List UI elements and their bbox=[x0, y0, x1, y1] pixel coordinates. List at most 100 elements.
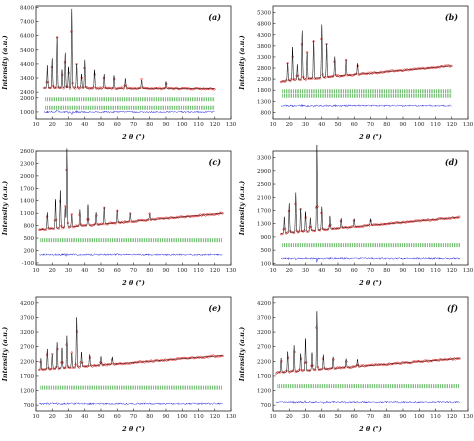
observed-point bbox=[180, 87, 184, 90]
observed-point bbox=[164, 216, 167, 220]
y-tick-label: 1300 bbox=[257, 222, 271, 228]
observed-point bbox=[394, 221, 397, 224]
observed-point bbox=[143, 86, 146, 90]
x-tick-label: 70 bbox=[130, 122, 137, 128]
observed-point bbox=[395, 361, 399, 364]
x-tick-label: 110 bbox=[430, 268, 441, 274]
observed-point bbox=[400, 69, 404, 72]
observed-point bbox=[384, 363, 387, 367]
plot-frame bbox=[272, 150, 469, 266]
observed-point bbox=[359, 225, 362, 228]
observed-point bbox=[214, 355, 218, 358]
observed-point bbox=[338, 226, 341, 230]
observed-point bbox=[196, 214, 199, 218]
x-tick-label: 110 bbox=[430, 122, 441, 128]
observed-point bbox=[57, 227, 60, 230]
observed-point bbox=[458, 215, 461, 218]
x-tick-label: 120 bbox=[447, 122, 458, 128]
difference-line bbox=[39, 252, 223, 257]
y-axis-title: Intensity (a.u.) bbox=[1, 35, 9, 90]
observed-point bbox=[437, 359, 440, 362]
bragg-tick-row bbox=[282, 89, 452, 94]
observed-point bbox=[401, 361, 404, 364]
observed-point bbox=[78, 366, 81, 369]
y-tick-label: 2600 bbox=[20, 149, 34, 155]
x-axis-title: 2 θ (°) bbox=[121, 425, 145, 433]
observed-point bbox=[105, 364, 108, 367]
y-tick-label: 800 bbox=[24, 224, 35, 230]
observed-point bbox=[62, 226, 66, 229]
bragg-tick-row bbox=[282, 243, 460, 248]
panel-label: (e) bbox=[208, 303, 221, 313]
observed-point bbox=[69, 225, 72, 228]
observed-point bbox=[129, 362, 132, 365]
y-tick-label: 1700 bbox=[257, 374, 271, 380]
observed-point bbox=[431, 359, 434, 363]
y-tick-label: 2500 bbox=[257, 182, 271, 188]
x-tick-label: 30 bbox=[65, 268, 72, 274]
observed-point bbox=[141, 86, 145, 89]
observed-point bbox=[351, 365, 355, 368]
y-tick-label: 2100 bbox=[257, 195, 271, 201]
observed-point bbox=[200, 356, 203, 359]
y-tick-label: 1700 bbox=[20, 374, 34, 380]
observed-point bbox=[393, 361, 396, 365]
x-tick-label: 90 bbox=[163, 122, 170, 128]
observed-point bbox=[101, 364, 105, 367]
y-axis-title: Intensity (a.u.) bbox=[1, 181, 9, 236]
observed-point bbox=[139, 219, 142, 222]
observed-point bbox=[140, 78, 143, 81]
observed-point bbox=[100, 222, 103, 225]
observed-point bbox=[105, 223, 108, 226]
observed-point bbox=[367, 364, 370, 367]
observed-point bbox=[109, 221, 112, 224]
y-tick-label: 2200 bbox=[257, 359, 271, 365]
observed-point bbox=[399, 362, 403, 365]
x-tick-label: 60 bbox=[351, 414, 358, 420]
observed-point bbox=[350, 366, 353, 369]
observed-point bbox=[154, 86, 158, 90]
x-tick-label: 60 bbox=[114, 268, 121, 274]
x-tick-label: 20 bbox=[286, 268, 293, 274]
calculated-line bbox=[281, 24, 452, 82]
observed-series bbox=[38, 330, 224, 372]
observed-point bbox=[127, 86, 130, 89]
observed-point bbox=[115, 87, 119, 90]
observed-point bbox=[377, 71, 380, 75]
y-tick-label: 5400 bbox=[20, 48, 34, 54]
x-tick-label: 80 bbox=[383, 268, 390, 274]
x-tick-label: 30 bbox=[302, 122, 309, 128]
observed-point bbox=[200, 88, 203, 91]
y-axis-title: Intensity (a.u.) bbox=[238, 35, 246, 90]
y-tick-label: 900 bbox=[261, 235, 272, 241]
observed-point bbox=[148, 87, 151, 91]
observed-point bbox=[407, 69, 410, 72]
observed-point bbox=[218, 355, 222, 358]
observed-point bbox=[165, 216, 168, 219]
y-axis-title: Intensity (a.u.) bbox=[238, 327, 246, 382]
observed-point bbox=[434, 66, 437, 69]
observed-point bbox=[342, 74, 345, 78]
observed-point bbox=[438, 66, 441, 69]
y-tick-label: -100 bbox=[22, 261, 35, 267]
observed-point bbox=[385, 363, 388, 366]
observed-point bbox=[188, 87, 191, 91]
y-tick-label: 2000 bbox=[20, 174, 34, 180]
y-tick-label: 5300 bbox=[257, 11, 271, 17]
observed-point bbox=[147, 218, 150, 221]
observed-point bbox=[442, 217, 445, 221]
observed-point bbox=[160, 216, 163, 220]
x-tick-label: 80 bbox=[146, 414, 153, 420]
y-axis-title: Intensity (a.u.) bbox=[1, 327, 9, 382]
panel-c: 10 20 30 40 50 60 70 80 90 100 110 120 130 -100 200 500… bbox=[0, 145, 237, 291]
y-tick-label: 100 bbox=[261, 261, 272, 267]
observed-point bbox=[423, 359, 426, 362]
calculated-line bbox=[281, 144, 460, 234]
x-tick-label: 10 bbox=[33, 414, 40, 420]
x-tick-label: 50 bbox=[335, 268, 342, 274]
observed-point bbox=[403, 68, 406, 71]
observed-point bbox=[114, 87, 117, 90]
chart-svg: 10 20 30 40 50 60 70 80 90 100 110 120 130 800 1300 180… bbox=[238, 5, 474, 141]
panel-label: (f) bbox=[447, 303, 458, 313]
x-tick-label: 30 bbox=[65, 414, 72, 420]
